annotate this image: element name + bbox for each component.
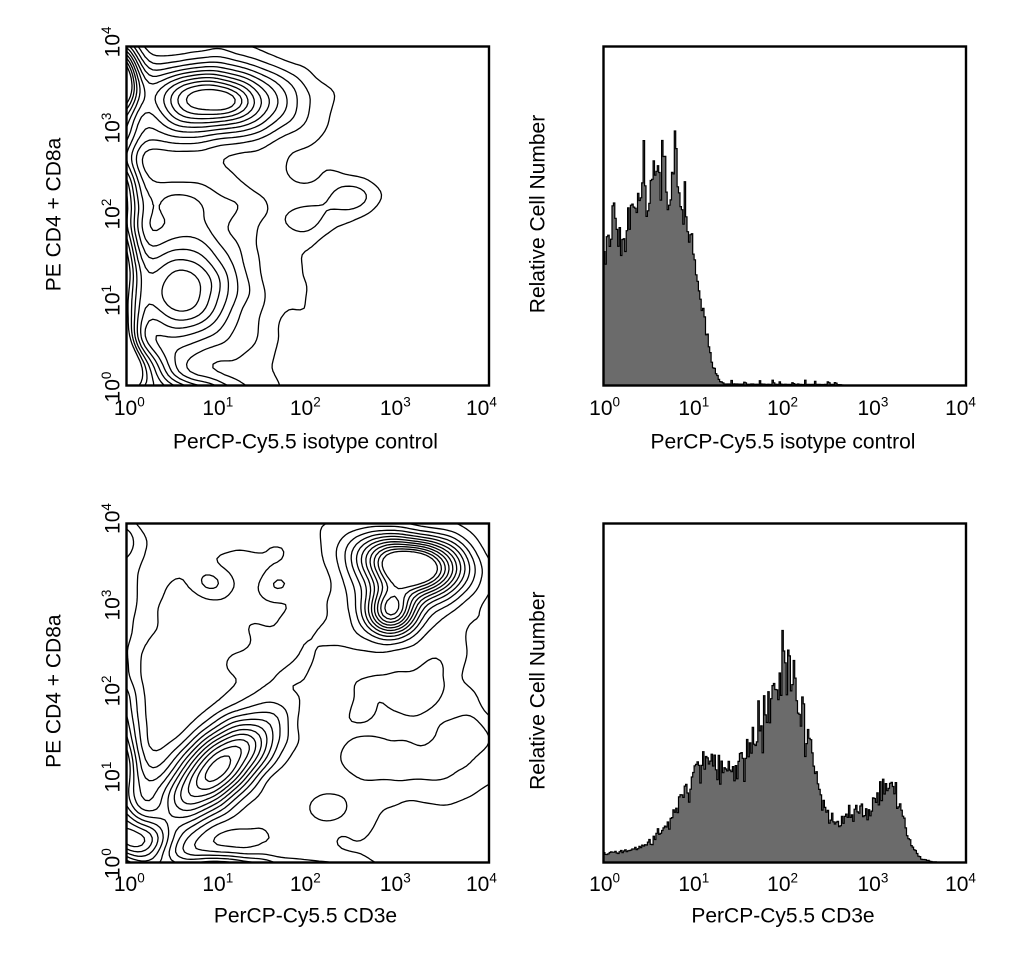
svg-text:PerCP-Cy5.5 CD3e: PerCP-Cy5.5 CD3e [691, 905, 874, 928]
svg-text:PerCP-Cy5.5 isotype control: PerCP-Cy5.5 isotype control [173, 430, 438, 453]
svg-text:PE CD4 + CD8a: PE CD4 + CD8a [43, 137, 66, 291]
svg-text:100: 100 [114, 870, 145, 896]
svg-text:100: 100 [99, 372, 125, 403]
svg-text:PE CD4 + CD8a: PE CD4 + CD8a [43, 614, 66, 768]
svg-text:Relative Cell Number: Relative Cell Number [527, 115, 550, 313]
svg-text:PerCP-Cy5.5 CD3e: PerCP-Cy5.5 CD3e [214, 905, 397, 928]
svg-text:PerCP-Cy5.5 isotype control: PerCP-Cy5.5 isotype control [651, 430, 916, 453]
svg-text:101: 101 [678, 870, 709, 896]
svg-text:Relative Cell Number: Relative Cell Number [527, 591, 550, 789]
